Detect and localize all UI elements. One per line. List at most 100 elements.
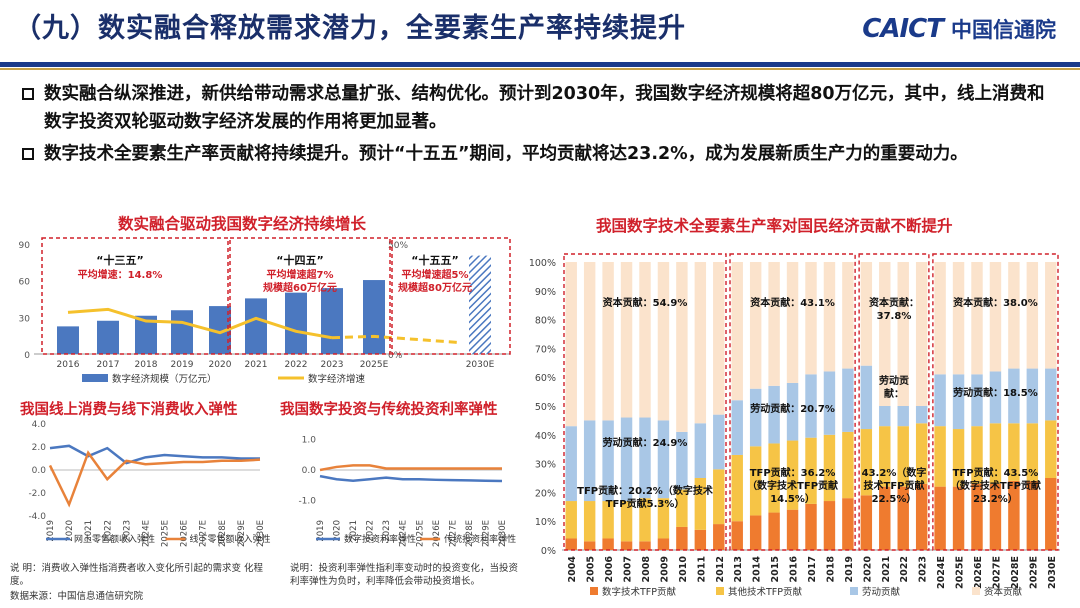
stacked-bar-segment — [1045, 420, 1057, 478]
stacked-bar-segment — [805, 437, 817, 504]
stacked-bar-segment — [879, 262, 891, 406]
y-tick-label: 1.0 — [302, 435, 317, 445]
legend-label: 网上零售额收入弹性 — [74, 533, 155, 545]
y-tick-label: 100% — [529, 258, 556, 269]
chart3-title: 我国数字投资与传统投资利率弹性 — [280, 402, 498, 418]
annotation-tfp: 43.2%（数字 — [862, 466, 927, 479]
x-tick-label: 2024E — [141, 520, 151, 547]
stacked-bar-segment — [897, 426, 909, 487]
y-tick-label: 20% — [535, 488, 556, 499]
period-box — [563, 253, 727, 551]
annotation-tfp: （数字技术TFP贡献 — [950, 479, 1041, 492]
chart2-title: 我国线上消费与线下消费收入弹性 — [20, 402, 238, 418]
x-tick-label: 2029E — [1028, 556, 1039, 589]
stacked-bar-segment — [897, 262, 909, 406]
annotation-tfp: TFP贡献：20.2%（数字技术 — [577, 484, 713, 497]
period-label: “十三五” — [96, 253, 143, 267]
x-tick-label: 2016 — [57, 360, 80, 370]
y-tick-label: 30% — [535, 460, 556, 471]
legend-label: 数字经济规模（万亿元） — [112, 373, 217, 385]
x-tick-label: 2028E — [218, 520, 228, 547]
x-tick-label: 2018 — [825, 556, 836, 583]
legend-swatch — [590, 587, 598, 595]
stacked-bar-segment — [1045, 478, 1057, 550]
header-rule-accent — [0, 68, 1080, 70]
x-tick-label: 2023 — [122, 520, 132, 542]
series-line — [49, 444, 260, 465]
stacked-bar-segment — [768, 512, 780, 550]
x-tick-label: 2030E — [498, 520, 508, 547]
series-line — [319, 474, 503, 483]
x-tick-label: 2026E — [432, 520, 442, 547]
stacked-bar-segment — [989, 262, 1002, 372]
stacked-bar-segment — [639, 541, 651, 550]
bullet-item: 数实融合纵深推进，新供给带动需求总量扩张、结构优化。预计到2030年，我国数字经… — [22, 80, 1062, 136]
x-tick-label: 2022 — [285, 360, 308, 370]
x-tick-label: 2028E — [465, 520, 475, 547]
y-tick-label: 80% — [535, 316, 556, 327]
legend-label: 线下零售额收入弹性 — [190, 533, 271, 545]
annotation-labor: 劳动贡献：18.5% — [953, 386, 1038, 399]
annotation-tfp: TFP贡献5.3%） — [606, 497, 685, 510]
stacked-bar-segment — [1008, 423, 1020, 481]
stacked-bar-segment — [731, 521, 743, 550]
stacked-bar-segment — [952, 374, 965, 430]
stacked-bar-segment — [713, 524, 725, 550]
y-tick-label: -2.0 — [28, 489, 46, 499]
stacked-bar-segment — [860, 262, 873, 366]
y-tick-label: 0.0 — [302, 466, 317, 476]
y-tick-label: -1.0 — [298, 497, 316, 507]
stacked-bar-segment — [676, 489, 688, 527]
x-tick-label: 2020 — [862, 556, 873, 583]
stacked-bar-segment — [786, 382, 799, 441]
stacked-bar-segment — [842, 368, 854, 432]
x-tick-label: 2025E — [955, 556, 966, 589]
x-tick-label: 2006 — [604, 556, 615, 583]
growth-line — [67, 307, 333, 340]
stacked-bar-segment — [676, 526, 688, 550]
series-line — [48, 450, 261, 508]
stacked-bar-segment — [879, 426, 891, 487]
stacked-bar-segment — [1008, 480, 1020, 550]
stacked-bar-segment — [971, 262, 983, 375]
annotation-capital: 资本贡献：38.0% — [953, 296, 1038, 309]
period-box — [41, 237, 229, 355]
stacked-bar-segment — [768, 385, 780, 444]
period-label: “十四五” — [276, 253, 323, 267]
period-box — [229, 237, 391, 355]
stacked-bar-segment — [1045, 368, 1057, 421]
period-box — [932, 253, 1059, 551]
stacked-bar-segment — [842, 262, 854, 369]
bullet-list: 数实融合纵深推进，新供给带动需求总量扩张、结构优化。预计到2030年，我国数字经… — [22, 80, 1062, 172]
y-tick-label: 90 — [19, 241, 31, 251]
stacked-bar-segment — [971, 426, 983, 484]
x-tick-label: 2027E — [199, 520, 209, 547]
stacked-bar-segment — [620, 541, 633, 550]
stacked-bar-segment — [1045, 262, 1057, 369]
legend-swatch — [716, 587, 724, 595]
stacked-bar-segment — [749, 262, 762, 389]
x-tick-label: 2025E — [161, 520, 171, 547]
stacked-bar-segment — [602, 501, 614, 539]
investment-note: 说明：投资利率弹性指利率变动时的投资变化，当投资利率弹性为负时，利率降低会带动投… — [290, 563, 519, 587]
x-tick-label: 2022 — [366, 520, 376, 542]
stacked-bar-segment — [915, 406, 928, 424]
bar — [469, 255, 491, 354]
stacked-bar-segment — [934, 486, 946, 550]
bullet-text: 数实融合纵深推进，新供给带动需求总量扩张、结构优化。预计到2030年，我国数字经… — [44, 84, 1045, 132]
stacked-bar-segment — [657, 538, 670, 550]
logo-cn: 中国信通院 — [951, 18, 1056, 42]
stacked-bar-segment — [620, 262, 633, 418]
y-tick-label: 50% — [535, 402, 556, 413]
x-tick-label: 2004 — [567, 556, 578, 583]
annotation-labor: 献： — [884, 387, 904, 400]
stacked-bar-segment — [694, 262, 707, 424]
bar — [97, 320, 119, 354]
stacked-bar-segment — [842, 498, 854, 550]
y-tick-label: 40% — [535, 431, 556, 442]
x-tick-label: 2027E — [991, 556, 1002, 589]
bar — [135, 315, 157, 354]
y2-tick-label: 0% — [388, 351, 403, 361]
logo: CAICT 中国信通院 — [862, 14, 1056, 44]
